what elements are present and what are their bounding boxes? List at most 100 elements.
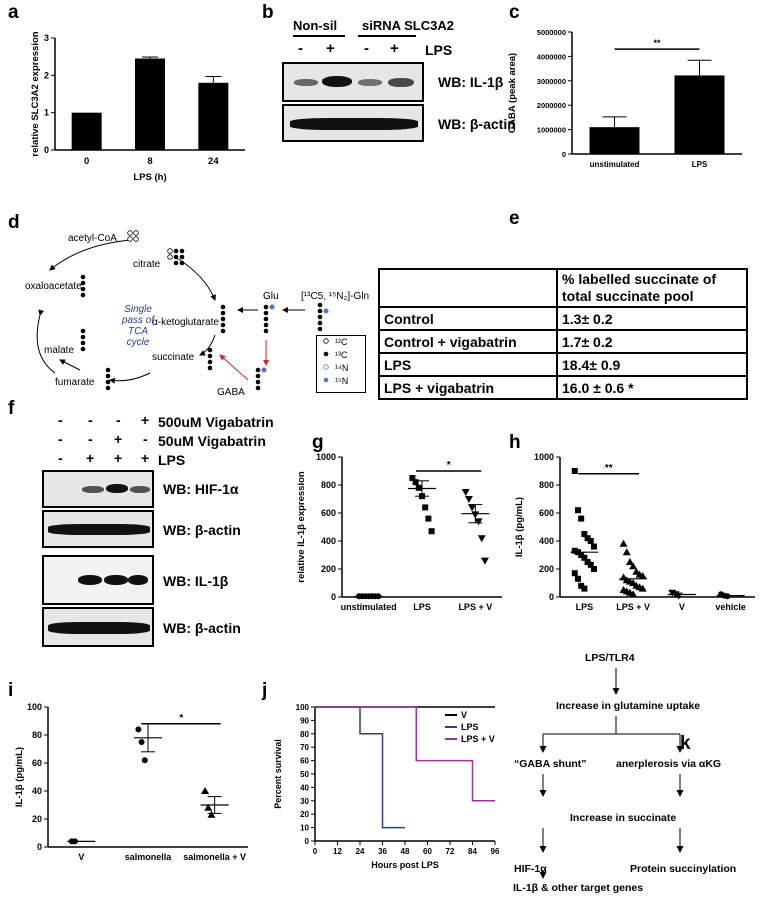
atom-dot <box>220 316 226 322</box>
wb-label: WB: IL-1β <box>438 74 504 90</box>
table-row: LPS + vigabatrin 16.0 ± 0.6 * <box>378 375 748 400</box>
data-point <box>201 787 210 794</box>
data-point <box>590 543 597 550</box>
data-point <box>638 572 647 579</box>
flow-node: HIF-1α <box>514 863 547 875</box>
y-tick-label: 1000000 <box>537 126 566 135</box>
x-tick-label: vehicle <box>715 602 746 612</box>
flow-node: Increase in succinate <box>570 812 677 824</box>
series-line <box>315 706 495 802</box>
atom-dot <box>263 322 269 328</box>
metabolite-akg: α-ketoglutarate <box>152 317 219 328</box>
x-tick-label: LPS <box>413 602 431 612</box>
y-tick-label: 1 <box>44 108 49 118</box>
series-line <box>315 706 405 829</box>
wb-label: WB: β-actin <box>163 620 241 636</box>
atom-dot <box>255 385 261 391</box>
atom-dot <box>173 254 179 260</box>
data-point <box>425 515 432 522</box>
data-point <box>468 504 477 512</box>
legend-label: V <box>461 710 467 720</box>
panel-label-k: k <box>680 733 691 754</box>
atom-dot <box>105 385 111 391</box>
x-tick-label: 12 <box>333 847 342 856</box>
data-point <box>464 496 473 503</box>
y-tick-label: 60 <box>300 757 309 766</box>
y-tick-label: 20 <box>300 810 309 819</box>
labelled-succinate-table: % labelled succinate of total succinate … <box>378 268 748 400</box>
y-tick-label: 800 <box>539 480 554 490</box>
table-row: LPS 18.4± 0.9 <box>378 352 748 377</box>
lane-sign: + <box>390 40 399 57</box>
x-tick-label: 24 <box>208 156 219 167</box>
x-tick-label: LPS + V <box>458 602 492 612</box>
data-point <box>578 582 585 589</box>
y-tick-label: 80 <box>32 730 42 740</box>
flow-arrows <box>539 668 684 879</box>
group-underline <box>358 35 416 37</box>
wb-label: WB: β-actin <box>438 116 516 132</box>
data-point <box>590 566 597 572</box>
atom-dot <box>80 292 86 298</box>
y-tick-label: 70 <box>300 743 309 752</box>
atom-dot <box>80 340 86 346</box>
x-axis-label: LPS (h) <box>133 172 166 183</box>
y-axis-label: IL-1β (pg/mL) <box>514 497 525 557</box>
x-tick-label: 96 <box>491 847 500 856</box>
atom-dot <box>317 320 323 326</box>
blot-actin <box>42 510 154 548</box>
atom-dot <box>317 314 323 320</box>
atom-dot <box>80 286 86 292</box>
atom-dot <box>207 365 213 371</box>
bar <box>589 127 640 154</box>
wb-label: WB: IL-1β <box>163 573 229 589</box>
data-point <box>574 575 581 582</box>
table-header: % labelled succinate of total succinate … <box>556 268 748 308</box>
atom-dot <box>167 248 173 254</box>
atom-dot <box>179 248 185 254</box>
y-tick-label: 100 <box>296 703 310 712</box>
y-tick-label: 600 <box>539 508 554 518</box>
y-tick-label: 0 <box>44 145 49 155</box>
wb-label: WB: HIF-1α <box>163 481 239 497</box>
significance-marker: ** <box>605 463 613 474</box>
data-point <box>461 489 470 496</box>
y-tick-label: 2000000 <box>537 101 566 110</box>
data-point <box>138 739 145 745</box>
flow-node: IL-1β & other target genes <box>513 882 644 894</box>
y-tick-label: 60 <box>32 758 42 768</box>
atom-dot <box>179 260 185 266</box>
x-tick-label: salmonella <box>125 852 173 862</box>
x-tick-label: 24 <box>356 847 365 856</box>
atom-dot <box>173 248 179 254</box>
table-row: Control 1.3± 0.2 <box>378 306 748 331</box>
table-cell: 18.4± 0.9 <box>556 352 748 377</box>
blot-hif1a <box>42 470 154 508</box>
flow-node: Increase in glutamine uptake <box>556 700 701 712</box>
table-cell: 1.7± 0.2 <box>556 329 748 354</box>
x-tick-label: 0 <box>313 847 318 856</box>
data-point <box>622 548 631 556</box>
flow-node: “GABA shunt” <box>514 758 587 770</box>
atom-dot <box>317 308 323 314</box>
data-point <box>571 547 578 554</box>
table-cell: 1.3± 0.2 <box>556 306 748 331</box>
x-tick-label: 48 <box>401 847 410 856</box>
flow-node: Protein succinylation <box>630 863 737 875</box>
atom-dot <box>220 304 226 310</box>
table-header-row: % labelled succinate of total succinate … <box>378 268 748 308</box>
wb-label: WB: β-actin <box>163 522 241 538</box>
significance-marker: * <box>179 713 183 724</box>
lane-sign: - <box>58 412 63 428</box>
data-point <box>574 507 581 514</box>
table-cell: 16.0 ± 0.6 * <box>556 375 748 400</box>
metabolite-gaba: GABA <box>217 387 245 398</box>
data-point <box>625 558 634 565</box>
data-point <box>584 535 591 542</box>
chart-j: 0 10 20 30 40 50 60 70 80 90 100 0 12 24 36 48 60 72 84 96 H… <box>273 703 500 870</box>
data-point <box>207 810 216 818</box>
x-tick-label: unstimulated <box>341 602 397 612</box>
x-tick-label: 8 <box>147 156 152 167</box>
x-tick-label: LPS + V <box>616 602 650 612</box>
